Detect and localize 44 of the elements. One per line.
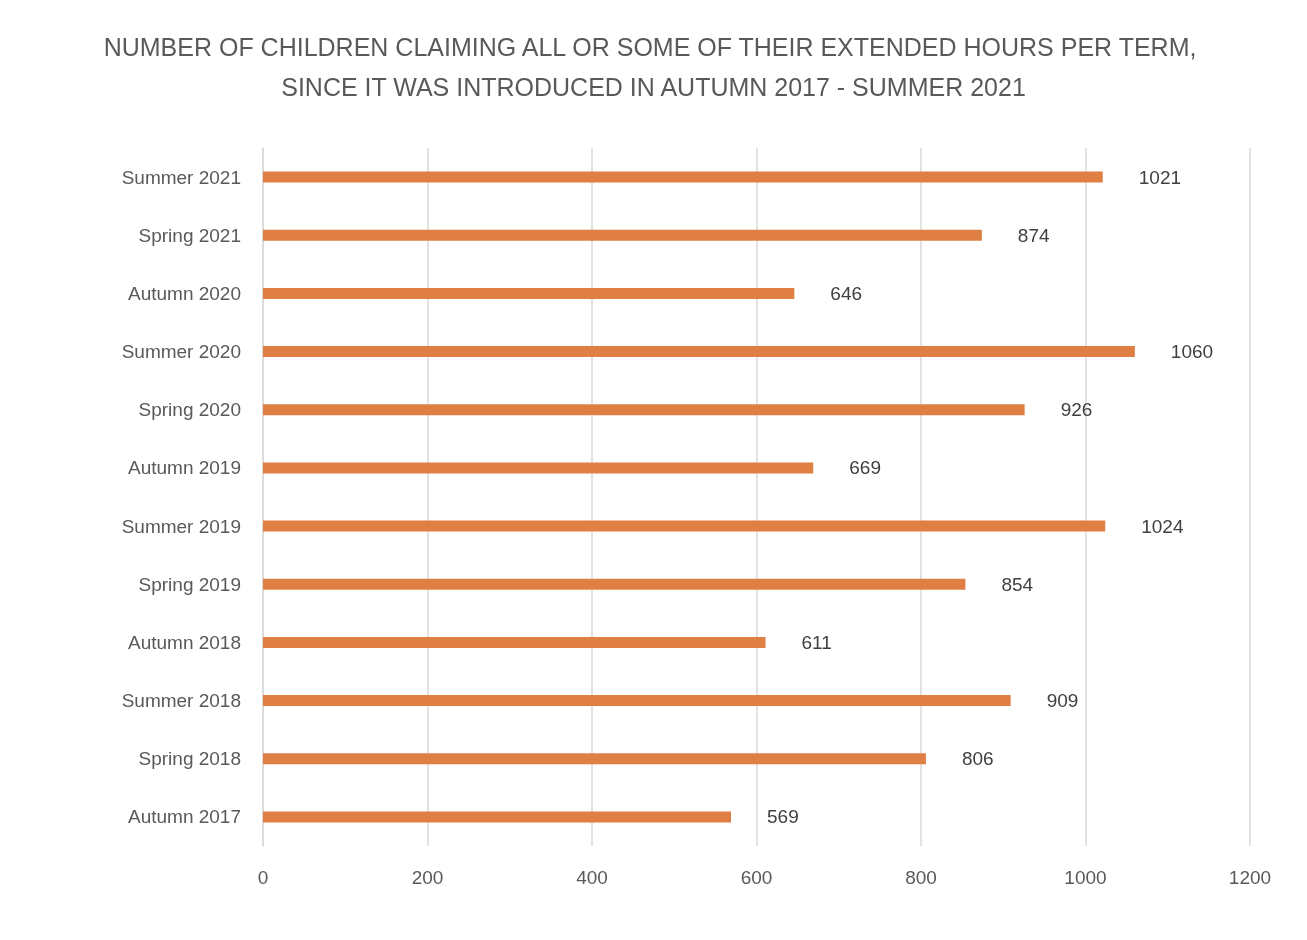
data-label: 1021 bbox=[1138, 166, 1182, 188]
x-tick-label: 1000 bbox=[1064, 867, 1107, 888]
y-tick-label: Summer 2019 bbox=[121, 515, 241, 537]
y-tick-label: Summer 2021 bbox=[121, 166, 241, 188]
data-label: 646 bbox=[830, 282, 863, 304]
y-tick-label: Autumn 2020 bbox=[127, 282, 241, 304]
y-tick-label: Spring 2018 bbox=[138, 748, 241, 770]
x-tick-label: 0 bbox=[257, 867, 269, 888]
data-label: 1060 bbox=[1170, 341, 1214, 363]
data-label: 569 bbox=[767, 806, 799, 828]
y-tick-label: Autumn 2017 bbox=[127, 806, 241, 828]
data-label: 611 bbox=[801, 631, 832, 653]
x-tick-label: 800 bbox=[905, 867, 937, 888]
bar bbox=[263, 520, 1106, 532]
data-label: 874 bbox=[1017, 224, 1050, 246]
bar bbox=[263, 462, 814, 474]
data-label: 854 bbox=[1001, 573, 1034, 595]
y-tick-label: Autumn 2018 bbox=[127, 631, 241, 653]
y-tick-label: Autumn 2019 bbox=[127, 457, 241, 479]
y-tick-label: Spring 2021 bbox=[138, 224, 241, 246]
data-label: 806 bbox=[961, 748, 994, 770]
x-tick-label: 600 bbox=[740, 867, 773, 888]
bar bbox=[263, 171, 1103, 183]
bar bbox=[263, 229, 982, 241]
bar bbox=[263, 578, 966, 590]
y-tick-label: Summer 2020 bbox=[121, 341, 241, 363]
bar bbox=[263, 636, 766, 648]
bar bbox=[263, 695, 1011, 707]
data-label: 926 bbox=[1060, 399, 1093, 421]
x-tick-label: 400 bbox=[576, 867, 608, 888]
data-label: 1024 bbox=[1141, 515, 1184, 537]
data-label: 669 bbox=[849, 457, 881, 479]
y-tick-label: Spring 2020 bbox=[138, 399, 241, 421]
x-tick-label: 200 bbox=[411, 867, 444, 888]
bar bbox=[263, 287, 795, 299]
bar bbox=[263, 811, 731, 823]
data-label: 909 bbox=[1046, 690, 1079, 712]
bar bbox=[263, 404, 1025, 416]
x-tick-label: 1200 bbox=[1228, 867, 1272, 888]
bar bbox=[263, 753, 926, 765]
bar bbox=[263, 346, 1135, 358]
y-tick-label: Summer 2018 bbox=[121, 690, 241, 712]
y-tick-label: Spring 2019 bbox=[138, 573, 241, 595]
chart-title: NUMBER OF CHILDREN CLAIMING ALL OR SOME OF THEIR EXTENDED HOURS PER TERM, SINCE IT WAS INTRODUCED IN AUTUMN 2017 - SUMMER 2021 bbox=[103, 33, 1204, 101]
